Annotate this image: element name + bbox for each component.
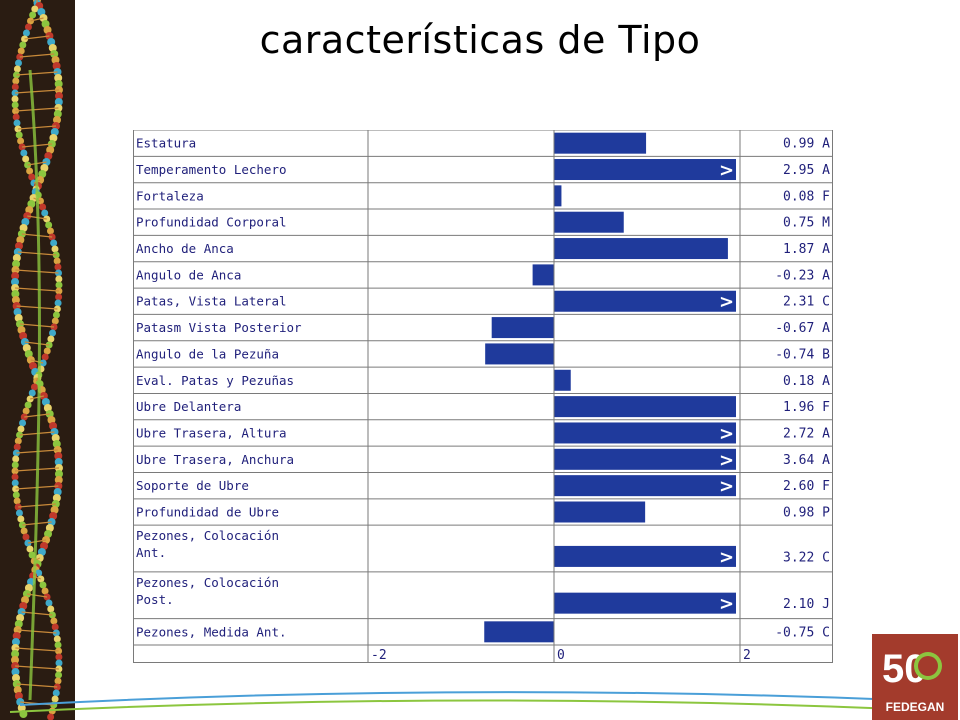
trait-bar <box>484 621 554 643</box>
trait-label: Pezones, Colocación <box>136 575 279 590</box>
trait-label: Ubre Trasera, Altura <box>136 425 287 440</box>
trait-label: Angulo de Anca <box>136 267 241 282</box>
trait-value: 0.98 P <box>783 506 830 521</box>
trait-bar <box>554 396 736 418</box>
trait-label: Pezones, Colocación <box>136 528 279 543</box>
trait-value: 0.99 A <box>783 137 830 152</box>
logo-text: FEDEGAN <box>885 700 945 714</box>
trait-label: Ubre Delantera <box>136 399 241 414</box>
trait-label: Ant. <box>136 545 166 560</box>
trait-bar <box>554 159 736 181</box>
trait-value: 2.10 J <box>783 597 830 612</box>
trait-label: Ancho de Anca <box>136 241 234 256</box>
trait-label: Profundidad de Ubre <box>136 505 279 520</box>
trait-value: -0.67 A <box>775 321 830 336</box>
trait-label: Estatura <box>136 136 196 151</box>
x-tick-label: 0 <box>557 648 565 663</box>
overflow-marker: > <box>719 594 734 615</box>
trait-value: -0.23 A <box>775 268 830 283</box>
trait-value: 3.64 A <box>783 453 830 468</box>
trait-value: 0.08 F <box>783 189 830 204</box>
trait-label: Patasm Vista Posterior <box>136 320 302 335</box>
trait-bar <box>554 369 571 391</box>
trait-label: Eval. Patas y Pezuñas <box>136 373 294 388</box>
trait-bar <box>554 448 736 470</box>
dna-helix-decoration <box>0 0 75 720</box>
trait-bar <box>554 501 646 523</box>
trait-label: Post. <box>136 592 174 607</box>
trait-bar <box>554 238 728 260</box>
trait-value: 2.60 F <box>783 479 830 494</box>
trait-label: Fortaleza <box>136 188 204 203</box>
overflow-marker: > <box>719 547 734 568</box>
trait-bar <box>554 475 736 497</box>
trait-bar <box>554 545 736 567</box>
trait-bar <box>554 422 736 444</box>
trait-bar <box>532 264 554 286</box>
trait-label: Patas, Vista Lateral <box>136 294 287 309</box>
trait-bar <box>554 132 647 154</box>
trait-value: 2.95 A <box>783 163 830 178</box>
trait-value: 1.87 A <box>783 242 830 257</box>
trait-value: -0.75 C <box>775 625 830 640</box>
trait-bar <box>554 592 736 614</box>
trait-bar <box>485 343 554 365</box>
trait-value: 0.75 M <box>783 216 830 231</box>
trait-value: 0.18 A <box>783 374 830 389</box>
trait-value: 2.31 C <box>783 295 830 310</box>
overflow-marker: > <box>719 476 734 497</box>
trait-label: Angulo de la Pezuña <box>136 346 279 361</box>
trait-value: -0.74 B <box>775 347 830 362</box>
trait-value: 2.72 A <box>783 426 830 441</box>
trait-value: 1.96 F <box>783 400 830 415</box>
overflow-marker: > <box>719 423 734 444</box>
x-tick-label: -2 <box>371 648 387 663</box>
trait-label: Pezones, Medida Ant. <box>136 624 287 639</box>
slide-title: características de Tipo <box>259 18 701 62</box>
trait-label: Profundidad Corporal <box>136 215 287 230</box>
trait-label: Temperamento Lechero <box>136 162 287 177</box>
trait-bar <box>554 211 624 233</box>
x-tick-label: 2 <box>743 648 751 663</box>
logo-emblem: 50 <box>882 647 942 691</box>
type-traits-chart: Estatura 0.99 A Temperamento Lechero >2.95 … <box>133 130 833 663</box>
trait-value: 3.22 C <box>783 550 830 565</box>
trait-label: Soporte de Ubre <box>136 478 249 493</box>
trait-label: Ubre Trasera, Anchura <box>136 452 294 467</box>
trait-bar <box>554 290 736 312</box>
fedegan-logo: 50 FEDEGAN <box>872 634 958 720</box>
overflow-marker: > <box>719 292 734 313</box>
overflow-marker: > <box>719 450 734 471</box>
trait-bar <box>491 317 554 339</box>
trait-bar <box>554 185 562 207</box>
overflow-marker: > <box>719 160 734 181</box>
